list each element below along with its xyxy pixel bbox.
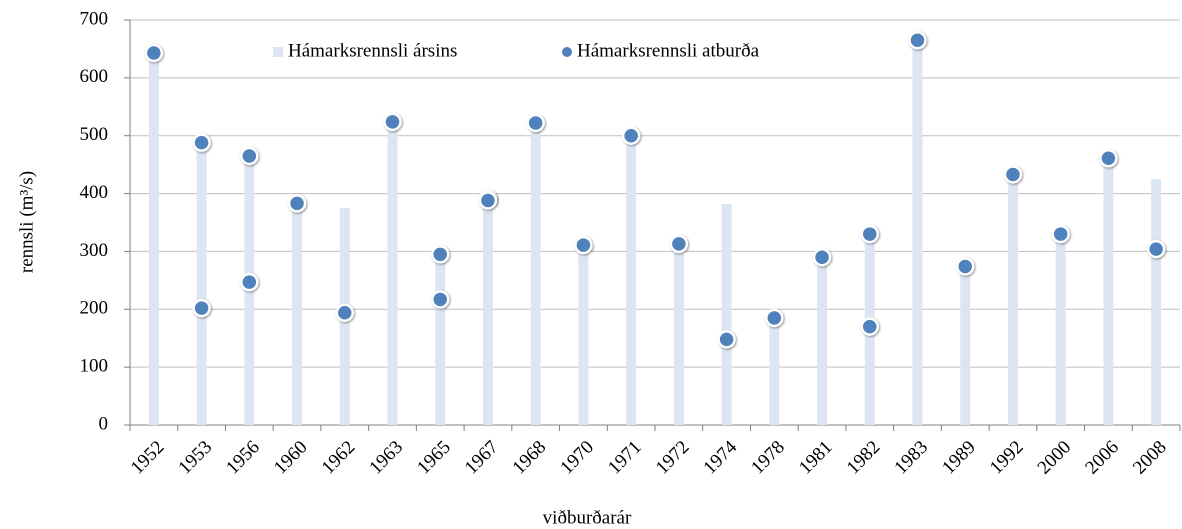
x-tick-label: 1962 [318, 437, 360, 479]
legend-label: Hámarksrennsli atburða [577, 40, 760, 61]
bar [912, 40, 923, 425]
point [669, 234, 689, 254]
x-tick-label: 1983 [890, 437, 932, 479]
bar [817, 257, 828, 425]
point [1146, 239, 1166, 259]
bar [769, 317, 780, 425]
y-tick-label: 100 [80, 356, 109, 377]
point [574, 235, 593, 255]
point [860, 224, 880, 244]
point [621, 126, 641, 145]
point [1003, 165, 1023, 184]
x-tick-label: 1953 [174, 437, 216, 479]
y-tick-label: 0 [99, 413, 109, 434]
x-tick-label: 1956 [222, 437, 264, 479]
x-tick-label: 1965 [413, 437, 455, 479]
y-tick-label: 300 [80, 240, 109, 261]
x-tick-label: 2008 [1129, 437, 1171, 479]
point [955, 257, 975, 276]
y-tick-label: 500 [80, 124, 109, 145]
x-tick-label: 1967 [461, 437, 503, 479]
x-tick-label: 1978 [747, 437, 789, 479]
x-tick-label: 1989 [938, 437, 980, 479]
bar [673, 243, 684, 425]
point [383, 112, 402, 132]
point [335, 303, 355, 323]
point [430, 245, 450, 264]
bar [292, 203, 303, 425]
bar [1007, 174, 1018, 425]
bar [435, 254, 446, 425]
x-tick-label: 1971 [604, 437, 646, 479]
x-tick-label: 1963 [365, 437, 407, 479]
x-tick-label: 1992 [986, 437, 1028, 479]
point [860, 317, 880, 336]
x-tick-label: 1968 [509, 437, 551, 479]
y-tick-label: 600 [80, 66, 109, 87]
bar [1055, 234, 1066, 425]
point [240, 272, 259, 292]
x-tick-label: 1981 [795, 437, 837, 479]
x-tick-label: 2006 [1081, 437, 1123, 479]
bar [578, 244, 589, 425]
bar [530, 122, 541, 425]
y-tick-label: 400 [80, 182, 109, 203]
bar [387, 121, 398, 425]
x-tick-label: 1982 [843, 437, 885, 479]
legend-swatch [562, 47, 572, 57]
bar [721, 203, 732, 425]
point [1099, 149, 1118, 168]
y-tick-label: 700 [80, 8, 109, 29]
bar [1151, 179, 1162, 425]
bar [960, 265, 971, 425]
x-tick-label: 1972 [652, 437, 694, 479]
point [908, 31, 927, 50]
bar [148, 51, 159, 425]
legend-swatch [273, 47, 283, 57]
x-tick-label: 1952 [127, 437, 169, 479]
x-tick-label: 1970 [556, 437, 598, 479]
x-tick-label: 1960 [270, 437, 312, 479]
legend-label: Hámarksrennsli ársins [288, 40, 457, 61]
point [765, 308, 784, 328]
point [1051, 224, 1070, 244]
point [430, 290, 450, 309]
x-tick-label: 1974 [699, 436, 741, 478]
point [812, 247, 832, 267]
bar [482, 196, 493, 425]
x-axis-label: viðburðarár [543, 507, 632, 528]
point [717, 330, 736, 349]
point [192, 133, 211, 152]
point [240, 146, 259, 166]
x-tick-label: 2000 [1034, 437, 1076, 479]
point [144, 43, 164, 63]
y-axis-label: rennsli (m³/s) [16, 171, 37, 273]
point [192, 298, 211, 318]
bar [626, 135, 637, 425]
point [287, 194, 307, 213]
y-tick-label: 200 [80, 298, 109, 319]
point [478, 191, 498, 210]
point [526, 113, 545, 133]
bar [196, 141, 207, 425]
bar [1103, 157, 1114, 425]
